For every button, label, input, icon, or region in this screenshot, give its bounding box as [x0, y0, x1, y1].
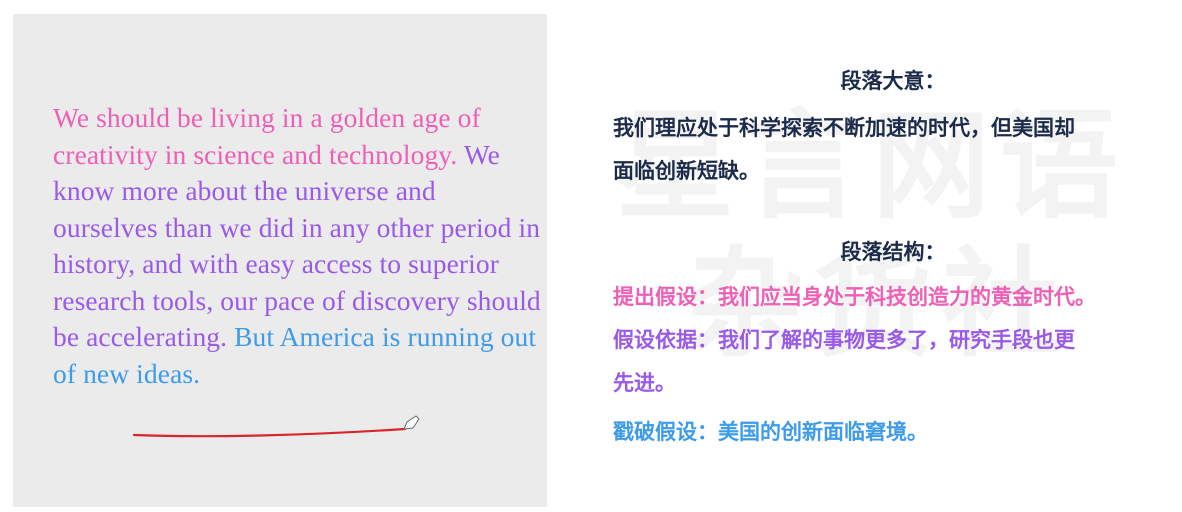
english-passage-panel: We should be living in a golden age of c… — [13, 14, 547, 507]
pen-cursor-icon — [403, 415, 420, 430]
structure-evidence-line-2: 先进。 — [613, 370, 676, 395]
english-passage: We should be living in a golden age of c… — [53, 100, 543, 392]
main-idea-line-1: 我们理应处于科学探索不断加速的时代，但美国却 — [613, 115, 1075, 140]
chinese-summary-panel: 星言网语 杂货社 段落大意： 我们理应处于科学探索不断加速的时代，但美国却 面临… — [548, 0, 1182, 512]
passage-blue-sentence: But America is running out of new ideas. — [53, 321, 537, 389]
structure-break: 戳破假设：美国的创新面临窘境。 — [613, 419, 928, 444]
structure-hypothesis: 提出假设：我们应当身处于科技创造力的黄金时代。 — [613, 284, 1096, 309]
watermark-line-1: 星言网语 — [616, 97, 1129, 235]
red-underline-annotation — [132, 415, 420, 438]
structure-heading: 段落结构： — [840, 239, 946, 264]
watermark-line-2: 杂货社 — [686, 235, 1071, 373]
passage-purple-sentence: We know more about the universe and ours… — [53, 138, 541, 353]
main-idea-heading: 段落大意： — [840, 68, 946, 93]
structure-evidence-line-1: 假设依据：我们了解的事物更多了，研究手段也更 — [613, 327, 1075, 352]
passage-pink-sentence: We should be living in a golden age of c… — [53, 102, 481, 170]
main-idea-line-2: 面临创新短缺。 — [613, 158, 760, 183]
